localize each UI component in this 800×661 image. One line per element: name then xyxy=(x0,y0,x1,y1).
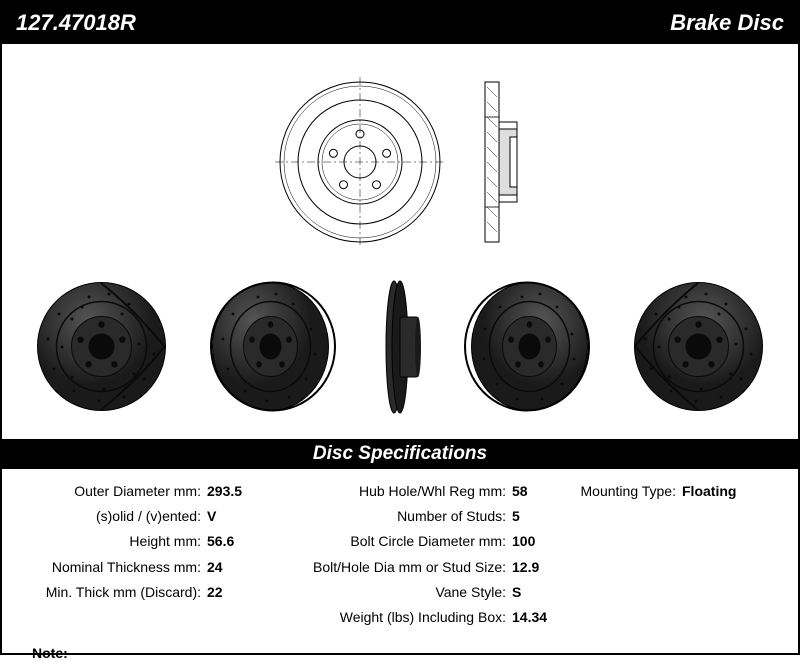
note-label: Note: xyxy=(32,645,68,661)
part-number: 127.47018R xyxy=(16,10,136,36)
spec-row: Bolt Circle Diameter mm:100 xyxy=(282,529,562,554)
spec-value: 100 xyxy=(512,529,535,554)
rotor-face-diagram xyxy=(275,77,445,247)
spec-label: Weight (lbs) Including Box: xyxy=(282,605,512,630)
spec-value: 293.5 xyxy=(207,479,242,504)
product-photo-row xyxy=(2,269,798,439)
disc-photo-angled-1 xyxy=(203,279,338,419)
spec-value: 58 xyxy=(512,479,528,504)
disc-photo-front-1 xyxy=(34,279,169,419)
page-title: Brake Disc xyxy=(670,10,784,36)
spec-row: Bolt/Hole Dia mm or Stud Size:12.9 xyxy=(282,555,562,580)
spec-row: Weight (lbs) Including Box:14.34 xyxy=(282,605,562,630)
spec-value: 24 xyxy=(207,555,223,580)
technical-diagram-area xyxy=(2,44,798,269)
spec-row: Nominal Thickness mm:24 xyxy=(22,555,282,580)
spec-value: Floating xyxy=(682,479,736,504)
disc-photo-front-2 xyxy=(631,279,766,419)
specs-section-title: Disc Specifications xyxy=(2,439,798,469)
spec-value: 12.9 xyxy=(512,555,539,580)
spec-row: Hub Hole/Whl Reg mm:58 xyxy=(282,479,562,504)
spec-row: Height mm:56.6 xyxy=(22,529,282,554)
spec-label: Mounting Type: xyxy=(562,479,682,504)
spec-value: 5 xyxy=(512,504,520,529)
spec-label: Hub Hole/Whl Reg mm: xyxy=(282,479,512,504)
spec-value: S xyxy=(512,580,521,605)
spec-label: Outer Diameter mm: xyxy=(22,479,207,504)
spec-label: Min. Thick mm (Discard): xyxy=(22,580,207,605)
spec-value: V xyxy=(207,504,216,529)
specs-column-2: Hub Hole/Whl Reg mm:58 Number of Studs:5… xyxy=(282,479,562,630)
specs-column-3: Mounting Type:Floating xyxy=(562,479,778,630)
spec-label: Height mm: xyxy=(22,529,207,554)
spec-row: Outer Diameter mm:293.5 xyxy=(22,479,282,504)
spec-label: Number of Studs: xyxy=(282,504,512,529)
spec-value: 14.34 xyxy=(512,605,547,630)
spec-label: Vane Style: xyxy=(282,580,512,605)
spec-row: Mounting Type:Floating xyxy=(562,479,778,504)
spec-label: Bolt Circle Diameter mm: xyxy=(282,529,512,554)
spec-value: 22 xyxy=(207,580,223,605)
spec-label: (s)olid / (v)ented: xyxy=(22,504,207,529)
spec-row: Min. Thick mm (Discard):22 xyxy=(22,580,282,605)
disc-photo-angled-2 xyxy=(462,279,597,419)
spec-label: Bolt/Hole Dia mm or Stud Size: xyxy=(282,555,512,580)
note-row: Note: xyxy=(2,630,798,661)
rotor-side-diagram xyxy=(475,77,525,247)
spec-row: (s)olid / (v)ented:V xyxy=(22,504,282,529)
spec-row: Number of Studs:5 xyxy=(282,504,562,529)
header-bar: 127.47018R Brake Disc xyxy=(2,2,798,44)
spec-value: 56.6 xyxy=(207,529,234,554)
specs-column-1: Outer Diameter mm:293.5 (s)olid / (v)ent… xyxy=(22,479,282,630)
spec-row: Vane Style:S xyxy=(282,580,562,605)
specs-table: Outer Diameter mm:293.5 (s)olid / (v)ent… xyxy=(2,469,798,630)
spec-label: Nominal Thickness mm: xyxy=(22,555,207,580)
disc-photo-side xyxy=(372,277,427,422)
